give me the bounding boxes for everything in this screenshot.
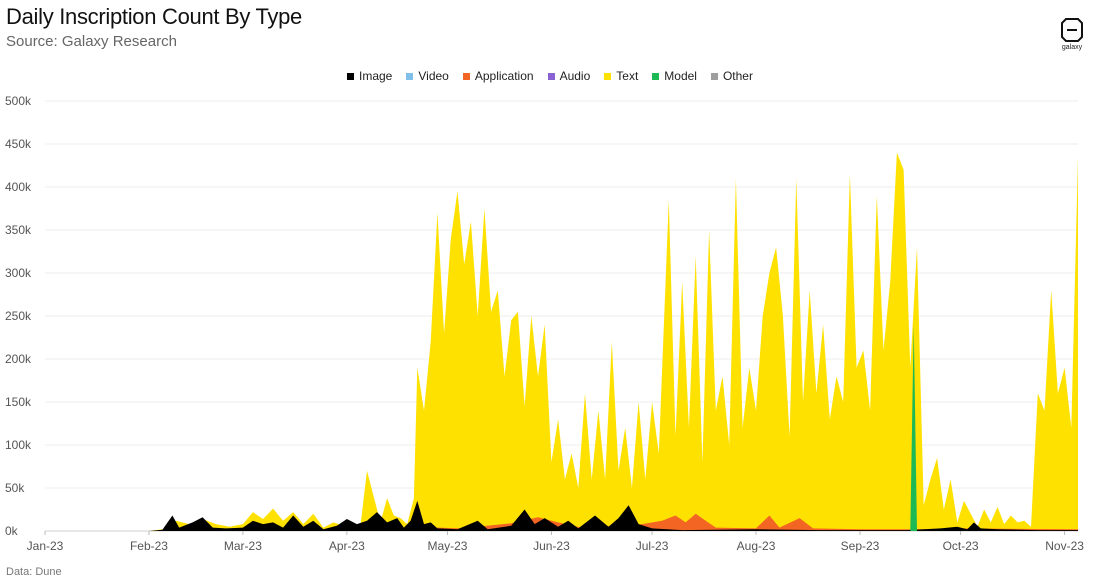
x-tick-label: Oct-23 [943,539,979,553]
x-tick-label: Jan-23 [27,539,64,553]
logo-text: galaxy [1061,44,1083,51]
legend-label: Text [616,69,639,83]
legend-label: Image [359,69,393,83]
y-tick-label: 150k [5,395,32,409]
y-tick-label: 450k [5,137,32,151]
y-tick-label: 500k [5,94,32,108]
y-tick-label: 100k [5,438,32,452]
legend-swatch [710,72,718,80]
x-tick-label: Nov-23 [1045,539,1084,553]
legend-label: Video [418,69,449,83]
legend-item-text: Text [604,69,638,83]
x-tick-label: Jul-23 [636,539,669,553]
x-tick-label: Feb-23 [130,539,168,553]
legend-label: Application [474,69,534,83]
galaxy-logo: galaxy [1054,18,1090,51]
legend-item-model: Model [652,69,697,83]
x-tick-label: Jun-23 [533,539,570,553]
legend-item-image: Image [347,69,392,83]
legend-swatch [652,72,660,80]
legend-item-other: Other [710,69,753,83]
y-tick-label: 0k [5,524,19,538]
legend-swatch [347,72,354,80]
data-source-footer: Data: Dune [6,566,62,578]
legend-label: Other [722,69,753,83]
y-tick-label: 250k [5,309,32,323]
chart-subtitle: Source: Galaxy Research [6,33,177,50]
legend-label: Model [664,69,697,83]
y-tick-label: 400k [5,180,32,194]
chart-title: Daily Inscription Count By Type [6,4,302,29]
legend-label: Audio [559,69,591,83]
galaxy-logo-icon [1061,18,1083,42]
x-tick-label: Aug-23 [737,539,776,553]
x-tick-label: May-23 [427,539,467,553]
legend-swatch [547,72,555,80]
legend-item-audio: Audio [547,69,591,83]
series-area-image [45,500,1078,531]
x-tick-label: Mar-23 [224,539,262,553]
series-area-model [910,324,917,531]
legend-item-video: Video [406,69,449,83]
x-tick-label: Apr-23 [329,539,365,553]
chart-legend: Image Video Application Audio Text Model Other [0,69,1100,83]
series-area-text [45,152,1078,531]
legend-swatch [604,72,612,80]
legend-item-application: Application [462,69,534,83]
y-tick-label: 50k [5,481,25,495]
y-tick-label: 300k [5,266,32,280]
x-tick-label: Sep-23 [841,539,880,553]
y-tick-label: 350k [5,223,32,237]
legend-swatch [462,72,470,80]
y-tick-label: 200k [5,352,32,366]
legend-swatch [406,72,414,80]
